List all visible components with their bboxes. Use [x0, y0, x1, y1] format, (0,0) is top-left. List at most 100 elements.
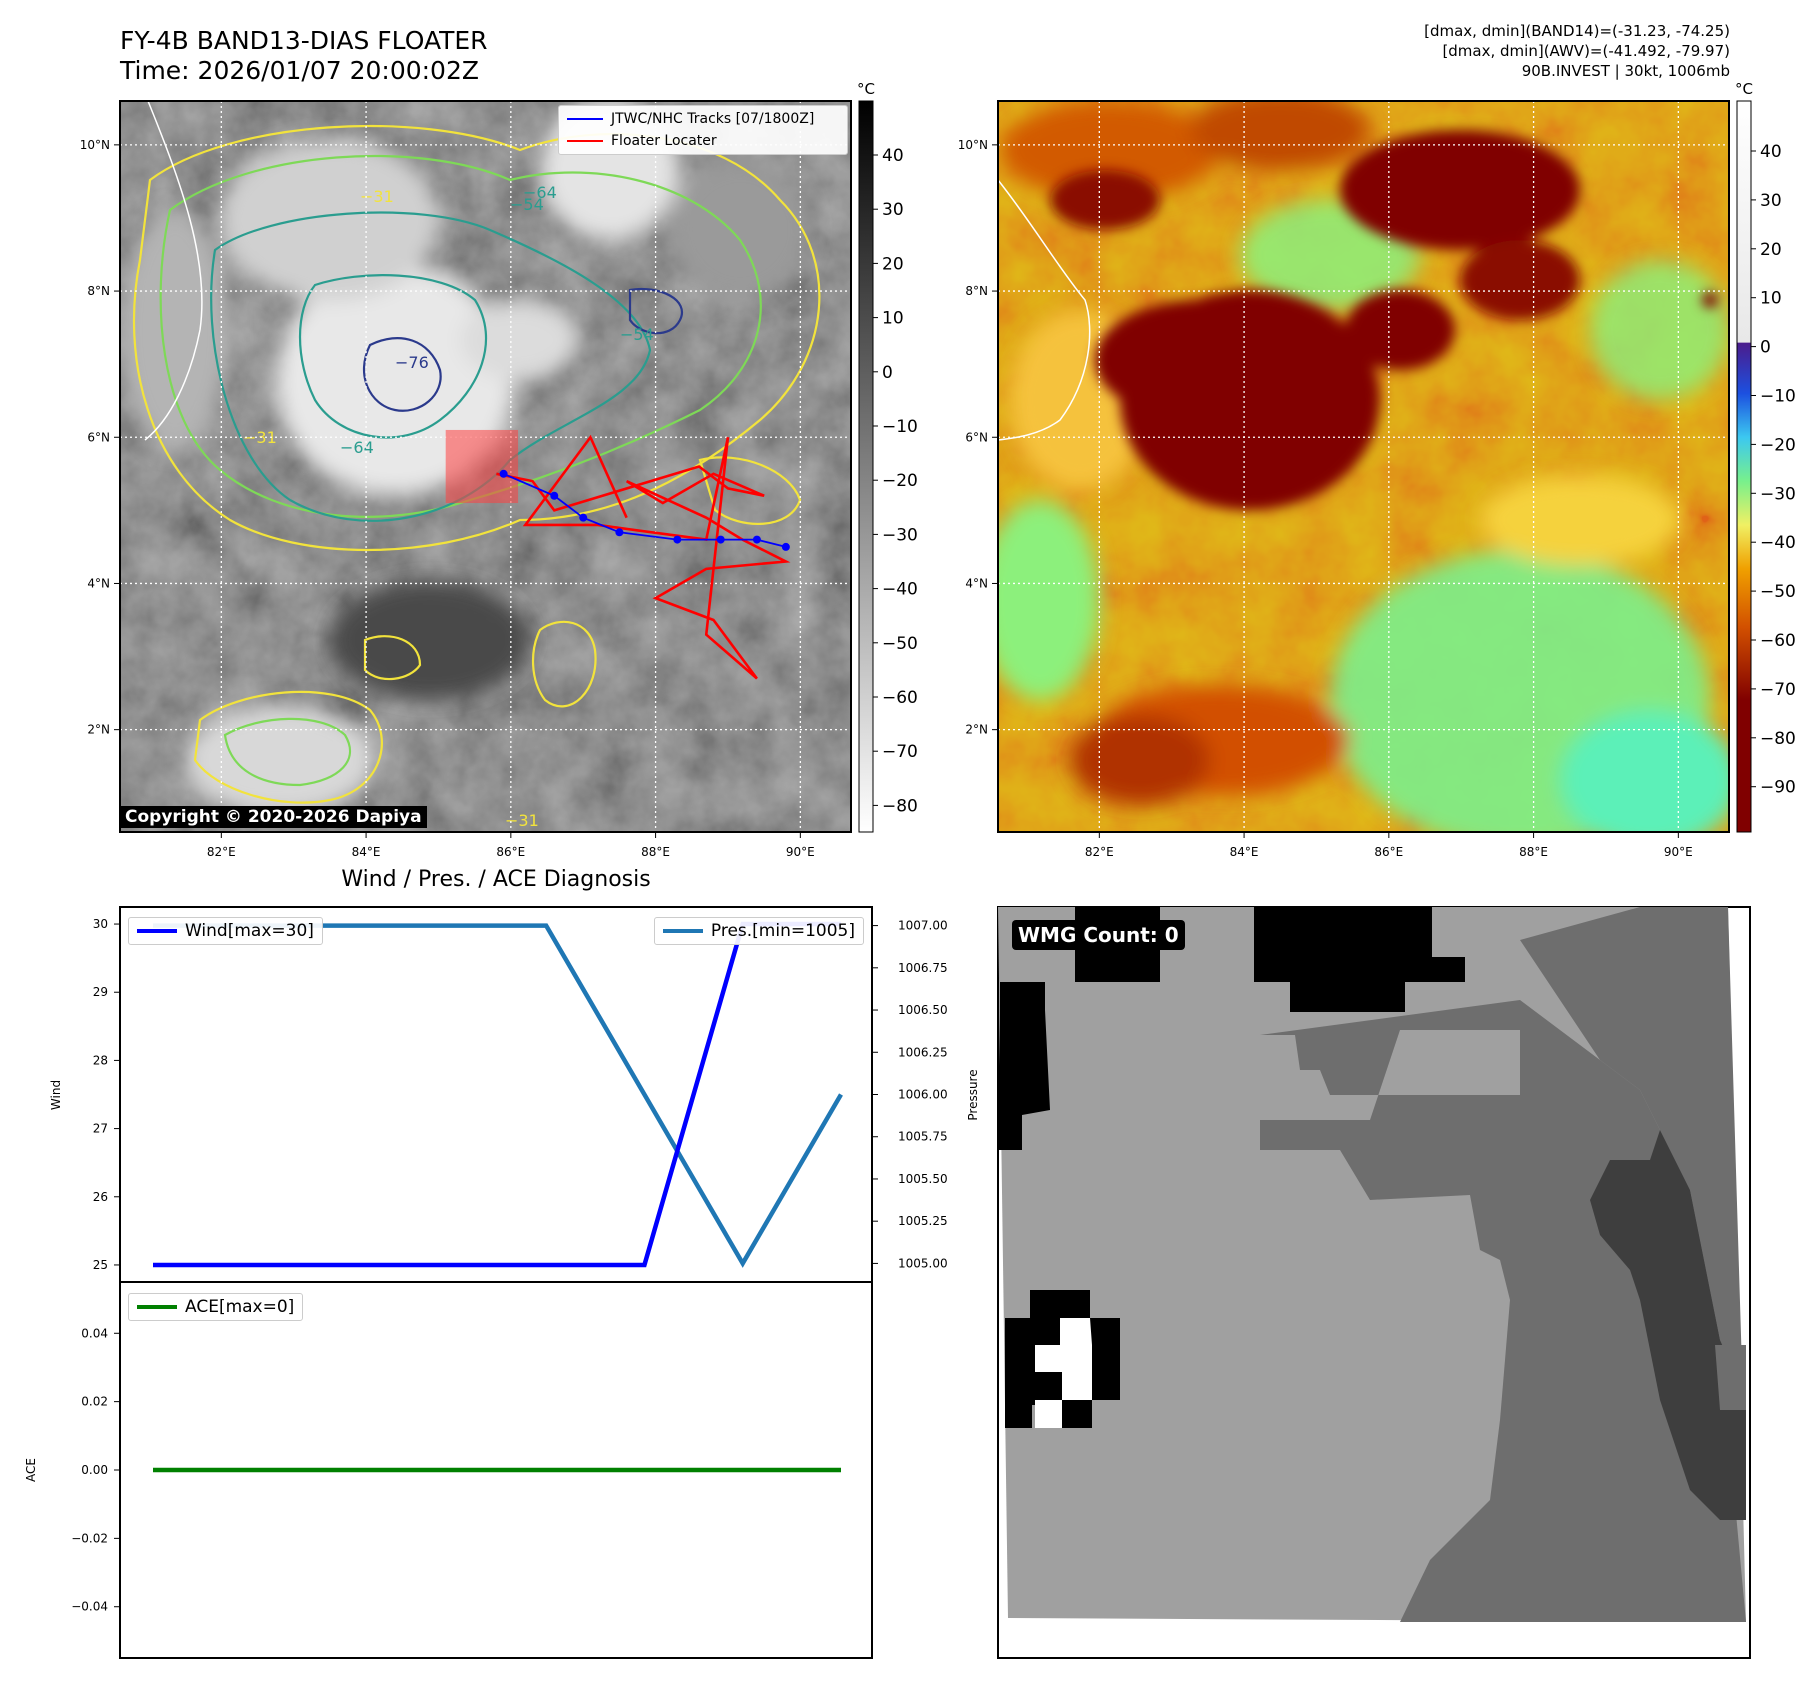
lon-tick-label: 82°E [1085, 845, 1114, 859]
coastline [144, 101, 203, 441]
best-track-point [579, 513, 588, 522]
lat-tick-label: 2°N [965, 723, 988, 737]
ace-tick-label: −0.04 [71, 1600, 108, 1614]
colorbar-tick-label: 10 [882, 309, 904, 329]
awv-map-ticks: 82°E 84°E 86°E 88°E 90°E 10°N 8°N 6°N 4°N 2°N [958, 138, 1693, 859]
ace-legend: ACE[max=0] [128, 1293, 304, 1321]
pressure-tick-label: 1006.25 [898, 1045, 948, 1059]
colorbar-tick-label: −80 [1760, 729, 1796, 749]
colorbar-tick-label: 40 [1760, 142, 1782, 162]
wind-swatch [137, 929, 177, 933]
track-overlay [445, 429, 791, 680]
pressure-tick-label: 1005.00 [898, 1256, 948, 1270]
figure-title: FY-4B BAND13-DIAS FLOATER [120, 26, 488, 55]
awv-colorbar-ticks: 40 30 20 10 0 −10 −20 −30 −40 −50 −60 −70 −80 −90 [1751, 142, 1796, 798]
ace-tick-label: −0.02 [71, 1531, 108, 1545]
cold-cloud-tops [1050, 130, 1718, 510]
wind-legend: Wind[max=30] [128, 917, 323, 945]
lat-tick-label: 4°N [965, 576, 988, 590]
awv-range: [dmax, dmin](AWV)=(-41.492, -79.97) [1442, 42, 1730, 60]
colorbar-tick-label: 0 [1760, 338, 1771, 358]
contour-label: −31 [243, 428, 277, 447]
lat-tick-label: 6°N [87, 430, 110, 444]
lon-tick-label: 84°E [352, 845, 381, 859]
wind-tick-label: 27 [93, 1122, 108, 1136]
pressure-tick-label: 1006.50 [898, 1003, 948, 1017]
wmg-panel [997, 906, 1751, 1659]
colorbar-tick-label: −50 [1760, 582, 1796, 602]
colorbar-tick-label: −80 [882, 796, 918, 816]
pressure-legend: Pres.[min=1005] [653, 917, 864, 945]
colorbar-tick-label: 20 [882, 254, 904, 274]
best-track-point [550, 491, 559, 500]
colorbar-tick-label: −40 [1760, 533, 1796, 553]
legend-item-floater: Floater Locater [567, 130, 839, 152]
wind-line [153, 921, 841, 1268]
pressure-axis-label: Pressure [966, 1069, 980, 1120]
ace-tick-label: 0.04 [81, 1326, 108, 1340]
awv-map-frame [997, 100, 1730, 833]
lat-tick-label: 10°N [958, 138, 988, 152]
pressure-swatch [662, 929, 703, 933]
colorbar-tick-label: −50 [882, 634, 918, 654]
lon-tick-label: 84°E [1230, 845, 1259, 859]
wind-tick-label: 25 [93, 1258, 108, 1272]
ace-tick-label: 0.02 [81, 1395, 108, 1409]
best-track-point [752, 535, 761, 544]
contour-label: −54 [510, 195, 544, 214]
lon-tick-label: 90°E [1664, 845, 1693, 859]
ir-colorbar-ticks: 40 30 20 10 0 −10 −20 −30 −40 −50 −60 −70 −80 [873, 146, 918, 816]
track-swatch [567, 118, 603, 120]
ace-swatch [137, 1305, 177, 1309]
colorbar-tick-label: −40 [882, 580, 918, 600]
wind-tick-label: 30 [93, 917, 108, 931]
copyright-badge: Copyright © 2020-2026 Dapiya [120, 806, 427, 828]
ir-map-frame [119, 100, 852, 833]
contour-label: −54 [620, 325, 654, 344]
floater-track [496, 434, 791, 680]
pressure-tick-label: 1006.75 [898, 961, 948, 975]
ir-colorbar-unit: °C [857, 80, 875, 98]
best-track-point [615, 528, 624, 537]
best-track-point [499, 469, 508, 478]
wind-pressure-chart: Wind / Pres. / ACE Diagnosis 25 26 27 28 29 3… [49, 867, 980, 1283]
best-track-point [716, 535, 725, 544]
coastline [998, 179, 1091, 441]
awv-colorbar-unit: °C [1735, 80, 1753, 98]
awv-map: 82°E 84°E 86°E 88°E 90°E 10°N 8°N 6°N 4°N 2°N 40 3… [958, 80, 1796, 859]
ace-axis-label: ACE [24, 1458, 38, 1482]
wind-axis: 25 26 27 28 29 30 [93, 917, 120, 1272]
colorbar-tick-label: −20 [882, 471, 918, 491]
colorbar-tick-label: 30 [1760, 191, 1782, 211]
colorbar-tick-label: −60 [1760, 631, 1796, 651]
colorbar-tick-label: −10 [882, 417, 918, 437]
contour-labels: −31 −54 −64 −76 −31 −64 −54 −31 [243, 183, 654, 830]
colorbar-tick-label: −60 [882, 688, 918, 708]
colorbar-tick-label: −70 [882, 742, 918, 762]
pressure-tick-label: 1005.75 [898, 1130, 948, 1144]
lon-tick-label: 88°E [1519, 845, 1548, 859]
colorbar-tick-label: 10 [1760, 289, 1782, 309]
map-gridlines [998, 101, 1729, 832]
lon-tick-label: 86°E [496, 845, 525, 859]
contour-label: −64 [340, 438, 374, 457]
wind-tick-label: 28 [93, 1053, 108, 1067]
best-track-point [673, 535, 682, 544]
wind-tick-label: 29 [93, 985, 108, 999]
ace-axis: 0.04 0.02 0.00 −0.02 −0.04 [71, 1326, 120, 1614]
colorbar-tick-label: −90 [1760, 778, 1796, 798]
colorbar-tick-label: −30 [1760, 484, 1796, 504]
ir-colorbar [858, 100, 874, 833]
ir-map-ticks: 82°E 84°E 86°E 88°E 90°E 10°N 8°N 6°N 4°N 2°N [80, 138, 815, 859]
pressure-tick-label: 1006.00 [898, 1088, 948, 1102]
colorbar-tick-label: −10 [1760, 387, 1796, 407]
lon-tick-label: 90°E [786, 845, 815, 859]
floater-box [445, 429, 519, 504]
colorbar-tick-label: −20 [1760, 435, 1796, 455]
floater-swatch [567, 140, 603, 142]
lat-tick-label: 10°N [80, 138, 110, 152]
band14-range: [dmax, dmin](BAND14)=(-31.23, -74.25) [1424, 22, 1730, 40]
legend-item-track: JTWC/NHC Tracks [07/1800Z] [567, 108, 839, 130]
pressure-tick-label: 1005.50 [898, 1172, 948, 1186]
pressure-axis: 1005.00 1005.25 1005.50 1005.75 1006.00 1006.… [872, 919, 948, 1270]
